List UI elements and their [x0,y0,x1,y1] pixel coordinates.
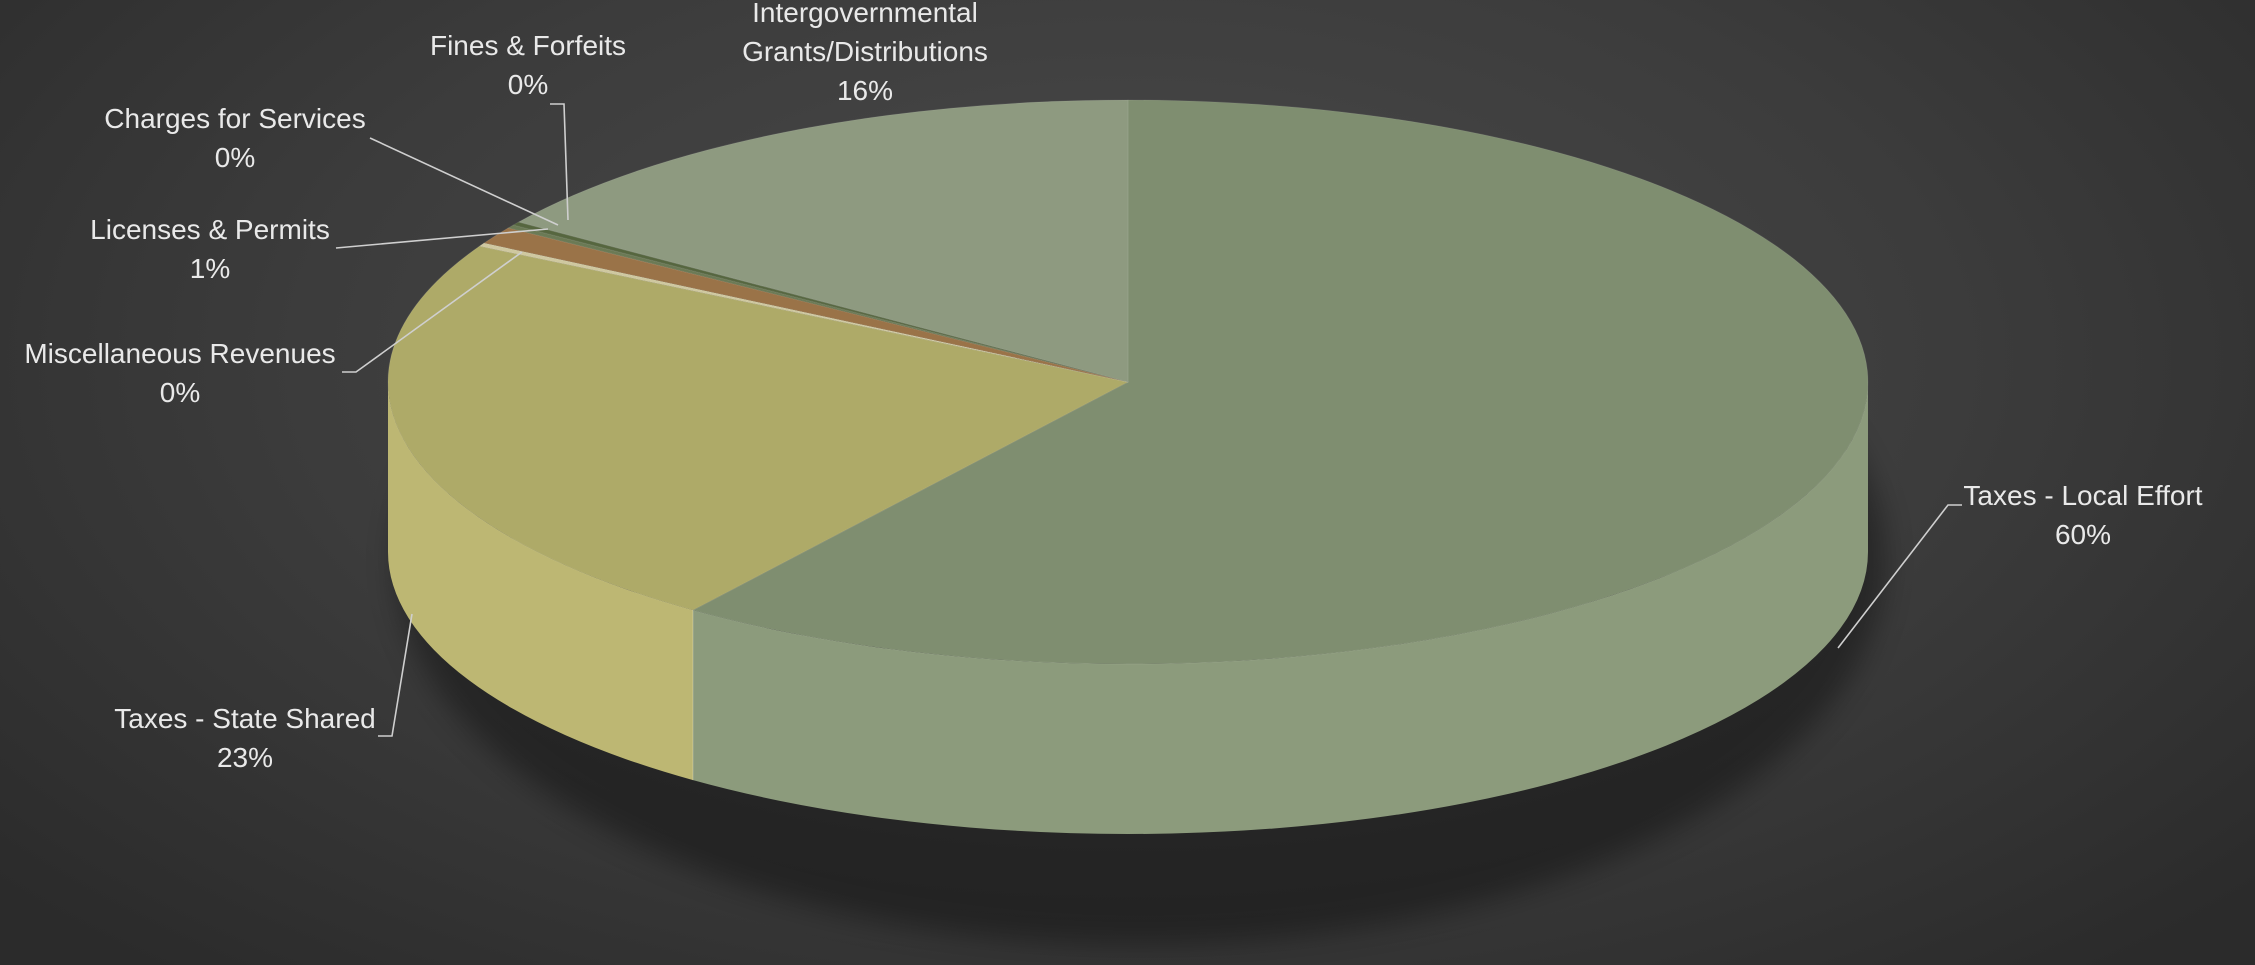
label-pct-miscellaneous-revenues: 0% [160,377,200,408]
label-name-licenses-permits: Licenses & Permits [90,214,330,245]
slice-licenses-permits [482,227,1129,383]
leader-charges-for-services [369,137,559,226]
leader-miscellaneous-revenues [342,251,523,373]
label-pct-licenses-permits: 1% [190,253,230,284]
slice-side-taxes-local-effort [693,382,1868,834]
pie-tops [387,99,1869,665]
slice-taxes-local-effort [691,99,1869,665]
leader-taxes-state-shared [378,613,413,737]
label-name-intergovernmental-grants-distributions-line-2: Grants/Distributions [742,36,988,67]
label-name-miscellaneous-revenues: Miscellaneous Revenues [24,338,335,369]
label-pct-taxes-local-effort: 60% [2055,519,2111,550]
slice-miscellaneous-revenues [478,242,1129,383]
label-pct-taxes-state-shared: 23% [217,742,273,773]
slice-taxes-state-shared [387,245,1130,611]
label-name-taxes-state-shared: Taxes - State Shared [114,703,375,734]
label-name-charges-for-services: Charges for Services [104,103,365,134]
label-pct-fines-forfeits: 0% [508,69,548,100]
slice-labels: Taxes - Local Effort 60% Taxes - State Sha… [24,0,2202,773]
label-pct-intergovernmental-grants-distributions: 16% [837,75,893,106]
label-name-fines-forfeits: Fines & Forfeits [430,30,626,61]
slice-charges-for-services [506,224,1129,383]
pie-sides [387,382,1868,834]
label-pct-charges-for-services: 0% [215,142,255,173]
leader-licenses-permits [335,228,549,249]
slice-intergovernmental-grants-distributions [517,99,1129,383]
slice-fines-forfeits [512,221,1129,383]
leader-taxes-local-effort [1837,504,1962,649]
leader-fines-forfeits [550,103,569,221]
label-name-taxes-local-effort: Taxes - Local Effort [1963,480,2202,511]
label-name-intergovernmental-grants-distributions-line-1: Intergovernmental [752,0,978,28]
slice-side-taxes-state-shared [387,382,694,781]
leader-lines [335,103,1962,737]
